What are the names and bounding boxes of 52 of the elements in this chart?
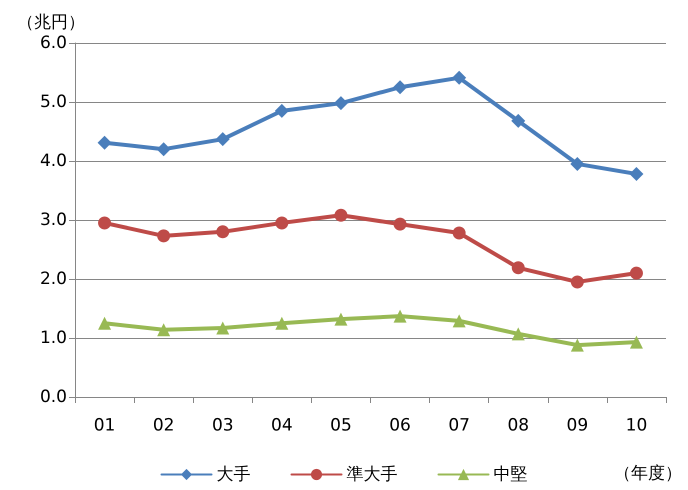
point [630, 266, 643, 280]
y-tick-label: 3.0 [40, 210, 67, 230]
point [216, 321, 230, 334]
point [570, 338, 584, 352]
y-tick-label: 2.0 [40, 269, 67, 289]
point [570, 275, 584, 288]
point [452, 314, 466, 328]
point [511, 114, 526, 128]
point [452, 70, 466, 85]
legend-label: 中堅 [494, 464, 528, 484]
y-tick-label: 6.0 [40, 33, 67, 53]
point [512, 261, 525, 274]
point [334, 208, 348, 222]
legend-label: 大手 [216, 464, 250, 484]
point [98, 216, 112, 230]
x-tick-label: 08 [507, 416, 530, 436]
x-axis-title: （年度） [614, 464, 682, 484]
point [157, 229, 170, 242]
x-tick-label: 10 [626, 416, 648, 436]
y-tick-label: 0.0 [40, 387, 67, 407]
point [216, 132, 230, 146]
y-tick-label: 5.0 [40, 92, 67, 112]
point [275, 316, 288, 330]
point [216, 225, 230, 238]
point [394, 310, 407, 323]
point [570, 156, 584, 171]
point [452, 226, 466, 240]
point [156, 142, 171, 156]
legend-label: 準大手 [346, 464, 398, 484]
x-tick-label: 01 [94, 416, 116, 436]
point [98, 316, 112, 330]
point [157, 323, 170, 336]
x-tick-label: 03 [212, 416, 234, 436]
point [274, 104, 289, 118]
x-tick-label: 07 [448, 416, 470, 436]
x-tick-label: 05 [330, 416, 352, 436]
point [393, 80, 408, 94]
point [630, 336, 643, 349]
y-tick-label: 4.0 [40, 151, 67, 171]
point [334, 96, 348, 110]
point [98, 136, 112, 150]
x-tick-label: 02 [152, 416, 174, 436]
y-tick-label: 1.0 [40, 328, 67, 348]
point [629, 166, 644, 181]
point [275, 216, 288, 230]
y-axis-title: （兆円） [17, 12, 85, 32]
point [394, 218, 407, 231]
point [512, 327, 525, 340]
x-tick-label: 09 [566, 416, 588, 436]
x-tick-label: 06 [389, 416, 411, 436]
point [334, 312, 348, 326]
x-tick-label: 04 [271, 416, 293, 436]
